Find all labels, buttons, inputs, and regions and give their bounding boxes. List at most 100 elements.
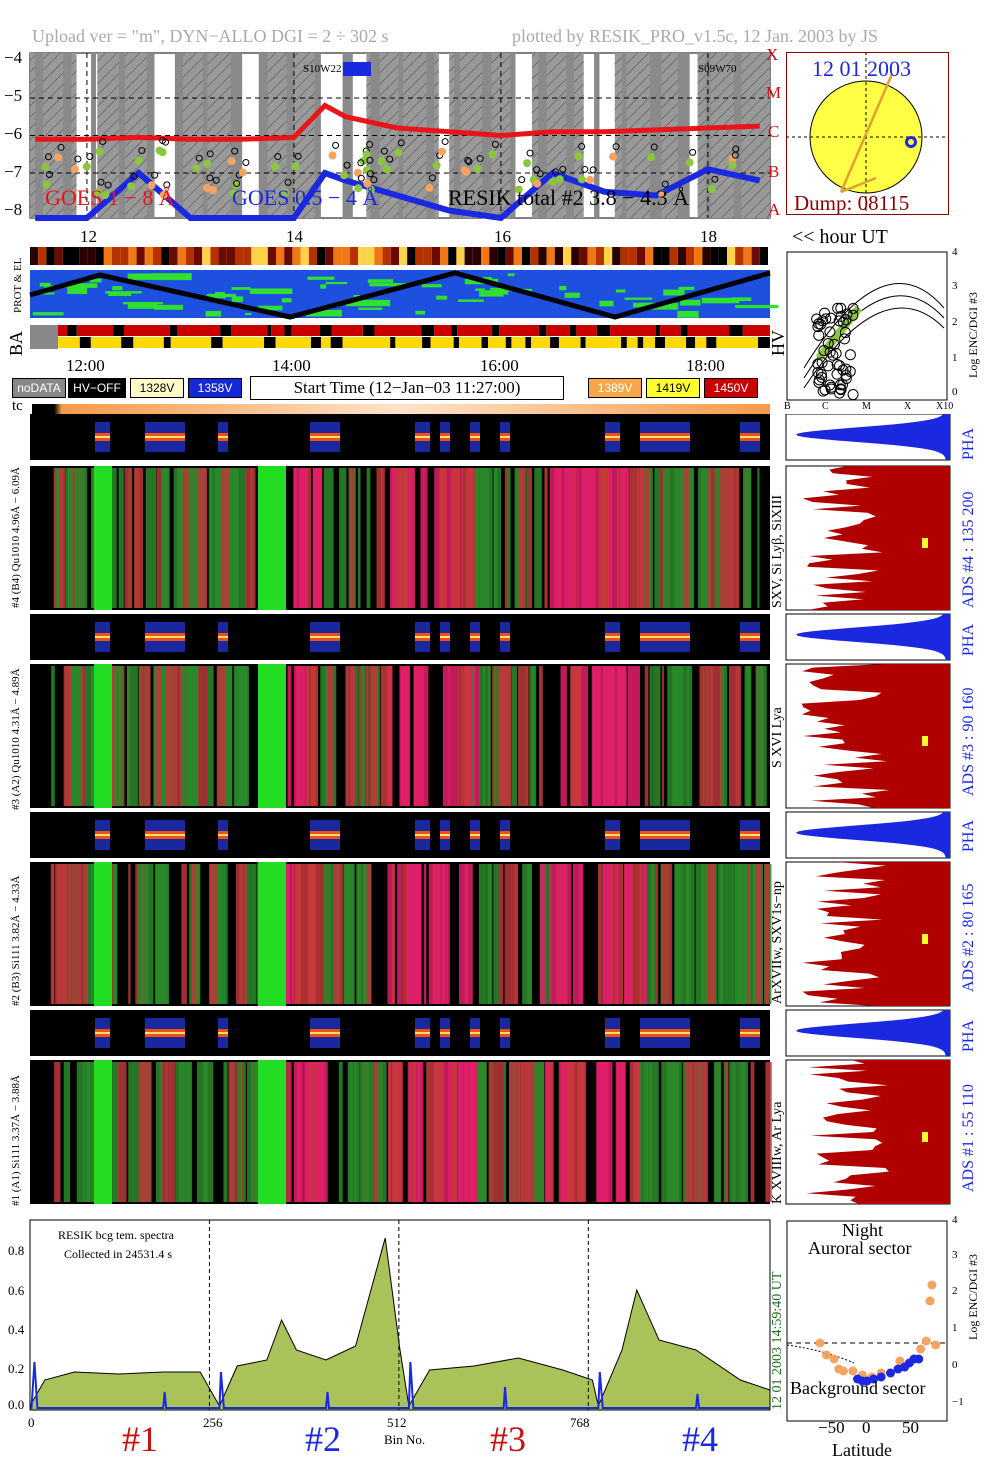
- ads-column: [207, 666, 214, 806]
- lat-orange-point: [927, 1280, 937, 1290]
- hv-off-cell: [492, 325, 500, 336]
- resik-open-point: [526, 149, 534, 157]
- resik-open-point: [206, 174, 214, 182]
- ads-column: [724, 1062, 729, 1202]
- ads-column: [63, 1062, 71, 1202]
- resik-open-point: [294, 152, 302, 160]
- ads-column: [731, 864, 741, 1004]
- pha-line-core: [145, 436, 185, 438]
- hv-off-cell: [267, 325, 272, 336]
- hv-off-cell: [421, 325, 435, 336]
- ads-column: [629, 468, 639, 608]
- prot-green-streak: [325, 281, 348, 285]
- ads-column: [422, 666, 429, 806]
- channel-4-label: #4 (B4) Qu1010 4.96Å − 6.09Å: [10, 467, 22, 608]
- hv-cell: [342, 337, 391, 348]
- prot-green-streak: [649, 303, 679, 310]
- ads-column: [82, 864, 87, 1004]
- ads-column: [357, 468, 361, 608]
- ads-column: [54, 1062, 61, 1202]
- prot-green-streak: [152, 273, 192, 281]
- spectrum-note-1: RESIK bcg tem. spectra: [58, 1228, 174, 1242]
- resik-point: [227, 157, 236, 166]
- ads-column: [630, 666, 641, 806]
- ads-column: [662, 468, 670, 608]
- hv-off-cell: [211, 337, 223, 348]
- prot-cell: [95, 247, 104, 265]
- ads-column: [629, 864, 640, 1004]
- resik-open-point: [366, 156, 374, 164]
- ads-column: [420, 468, 425, 608]
- ads-column: [83, 864, 94, 1004]
- ads-column: [577, 468, 589, 608]
- prot-cell: [448, 247, 457, 265]
- legend-1328v: 1328V: [130, 378, 184, 398]
- hv-off-cell: [538, 325, 547, 336]
- prot-green-streak: [343, 301, 380, 304]
- pha-line-core: [218, 636, 228, 638]
- prot-cell: [251, 247, 260, 265]
- resik-point: [647, 153, 656, 162]
- prot-green-streak: [701, 297, 740, 304]
- ads-column: [318, 1062, 328, 1202]
- ads-column: [345, 666, 355, 806]
- prot-cell: [431, 247, 440, 265]
- hv-cell: [576, 325, 597, 336]
- hv-off-cell: [580, 337, 586, 348]
- resik-open-point: [465, 158, 473, 166]
- ads-column: [245, 468, 256, 608]
- resik-point: [202, 183, 211, 192]
- hv-off-cell: [757, 337, 770, 348]
- prot-cell: [169, 247, 178, 265]
- hv-off-cell: [319, 325, 332, 336]
- prot-cell: [554, 247, 563, 265]
- hour-ut-label: << hour UT: [792, 226, 888, 248]
- ads-column: [439, 468, 447, 608]
- resik-open-point: [428, 174, 436, 182]
- prot-cell: [661, 247, 670, 265]
- resik-open-point: [386, 155, 394, 163]
- hv-off-cell: [680, 325, 688, 336]
- hv-off-cell: [728, 325, 743, 336]
- prot-cell: [374, 247, 383, 265]
- pha-line-core: [500, 636, 510, 638]
- ads-calib-band: [94, 1060, 112, 1204]
- ads-column: [491, 1062, 498, 1202]
- ch3-lines: S XVI Lya: [770, 707, 785, 768]
- hv-off-cell: [706, 337, 717, 348]
- pha-histogram: [796, 812, 950, 858]
- resik-point: [232, 180, 241, 189]
- resik-point: [382, 165, 391, 174]
- saa-band: [733, 53, 742, 218]
- prot-cell: [579, 247, 588, 265]
- spec-ytick-02: 0.2: [8, 1361, 25, 1376]
- ads-column: [137, 864, 149, 1004]
- ads-label-1: ADS #1 : 55 110: [960, 1084, 977, 1192]
- resik-open-point: [559, 165, 567, 173]
- ads-column: [661, 1062, 672, 1202]
- resik-open-point: [99, 137, 107, 145]
- ads-column: [376, 468, 385, 608]
- ads-column: [339, 468, 347, 608]
- spec-ytick-08: 0.8: [8, 1243, 25, 1258]
- spectrum-note-2: Collected in 24531.4 s: [64, 1247, 172, 1261]
- prot-cell: [423, 247, 432, 265]
- ads-column: [451, 1062, 463, 1202]
- ads-column: [366, 468, 371, 608]
- ads-column: [358, 864, 367, 1004]
- hv-off-cell: [163, 337, 171, 348]
- ads-marker: [922, 1132, 928, 1142]
- ads-column: [443, 1062, 453, 1202]
- ads-label-3: ADS #3 : 90 160: [960, 687, 977, 796]
- pha-line-core: [310, 834, 340, 836]
- resik-open-point: [491, 140, 499, 148]
- hv-nodata: [30, 325, 58, 349]
- ads-column: [379, 1062, 383, 1202]
- pha-label-1: PHA: [960, 1019, 977, 1052]
- hv-off-cell: [422, 337, 431, 348]
- region-label-2: S09W70: [698, 63, 737, 75]
- ads-column: [114, 1062, 120, 1202]
- prot-cell: [538, 247, 547, 265]
- lat-ytick-4: 4: [952, 1214, 958, 1226]
- pha-line-core: [440, 436, 450, 438]
